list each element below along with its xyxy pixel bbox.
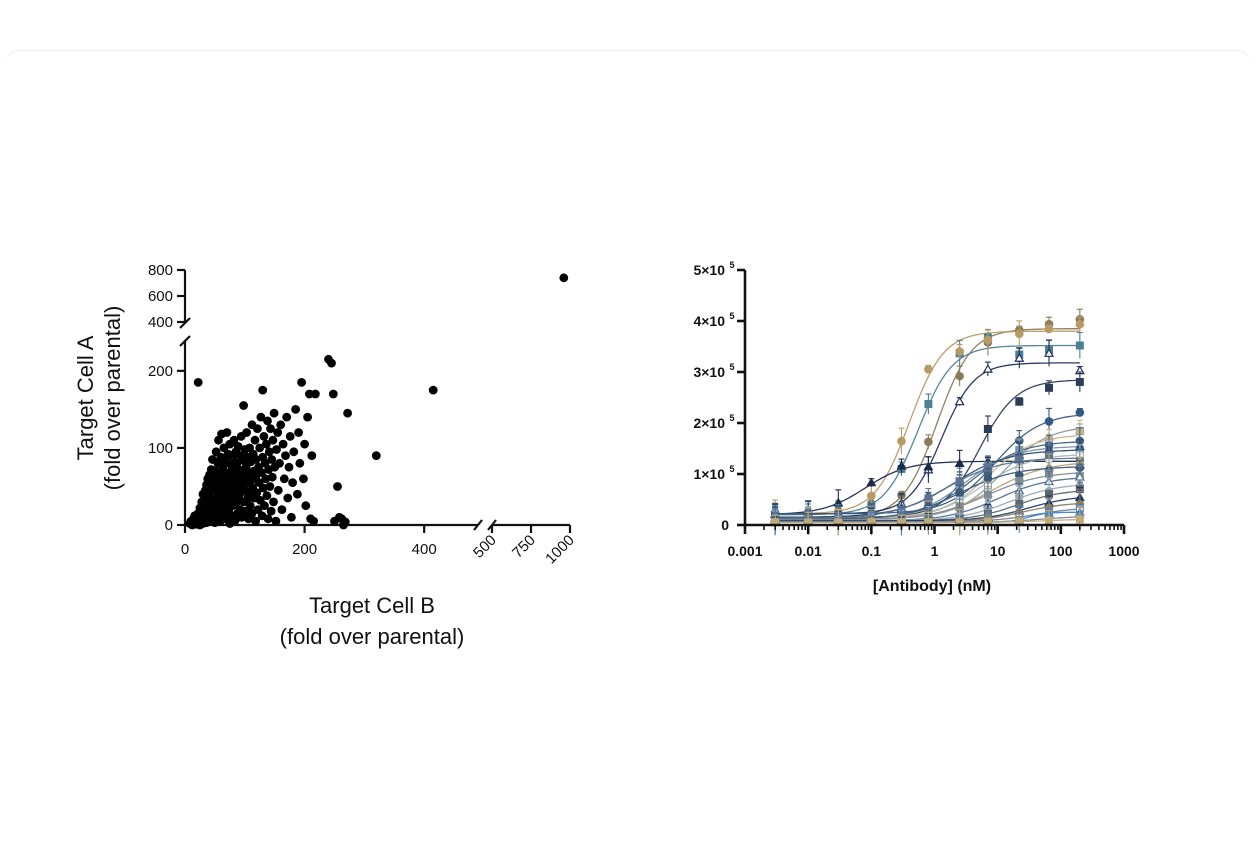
scatter-point [283,493,293,503]
scatter-point [288,478,297,487]
scatter-point [277,505,287,514]
scatter-point [266,506,276,516]
scatter-point [193,378,203,387]
scatter-point [281,451,290,460]
scatter-point [371,451,381,460]
scatter-point [263,416,272,426]
scatter-point [253,424,262,433]
scatter-point [293,489,302,499]
scatter-y-tick-label: 200 [148,363,173,380]
scatter-x-tick-label: 750 [509,532,539,562]
scatter-point [230,516,240,525]
scatter-point [276,420,286,430]
scatter-x-axis-title: Target Cell B (fold over parental) [280,593,465,649]
scatter-point [303,412,312,422]
scatter-x-tick-label: 200 [292,541,317,558]
scatter-point [229,435,239,445]
scatter-xlabel-sub: (fold over parental) [280,624,465,649]
scatter-point [273,485,283,495]
scatter-x-tick-label: 400 [412,541,437,558]
scatter-point [242,428,252,437]
scatter-point [311,389,320,399]
scatter-point [250,435,260,445]
scatter-x-tick-label: 1000 [542,532,578,568]
scatter-point [265,482,275,491]
scatter-point [330,516,339,526]
scatter-point [222,428,232,437]
scatter-point [299,474,308,484]
scatter-point [333,482,342,491]
scatter-point [285,432,295,441]
scatter-point [295,458,305,468]
scatter-point [256,412,266,422]
scatter-point [339,520,348,530]
scatter-point [328,389,338,399]
scatter-point [279,474,289,484]
scatter-point [297,378,306,387]
scatter-point [245,501,255,511]
scatter-point [300,439,309,449]
scatter-point [268,435,278,445]
scatter-point [259,432,269,441]
scatter-point [252,488,262,497]
scatter-point [273,428,283,437]
scatter-point [263,514,273,524]
scatter-y-tick-label: 600 [148,288,173,305]
scatter-point [301,501,311,511]
scatter-chart: 0 100 200 400 600 800 0 200 400 500 750 1000 Target… [73,262,578,649]
scatter-point [233,442,243,451]
scatter-y-tick-label: 800 [148,262,173,279]
scatter-points [185,273,569,530]
scatter-point [260,501,269,511]
scatter-point [251,516,260,526]
scatter-point [267,472,277,482]
scatter-point [269,497,278,507]
scatter-point [258,385,268,395]
scatter-point [275,458,284,468]
scatter-point [269,408,279,418]
scatter-point [239,401,249,410]
scatter-point [282,412,292,422]
scatter-point [343,408,352,418]
scatter-point [291,405,300,414]
scatter-point [272,445,281,454]
scatter-ylabel: Target Cell A [73,335,98,460]
scatter-point [253,505,263,514]
scatter-point [284,462,294,472]
scatter-point [307,451,317,460]
scatter-x-break-mark [473,519,483,531]
scatter-point [327,358,336,368]
scatter-x-tick-label: 500 [470,532,500,562]
scatter-y-tick-label: 0 [165,517,173,534]
scatter-point [262,491,272,501]
scatter-y-break-mark [179,335,191,347]
scatter-y-axis-title: Target Cell A (fold over parental) [73,306,125,491]
scatter-point [309,516,318,526]
scatter-point [264,447,274,457]
scatter-point [261,474,271,484]
scatter-point [255,443,265,453]
scatter-ylabel-sub: (fold over parental) [100,306,125,491]
scatter-point [428,385,438,395]
scatter-x-tick-label: 0 [181,541,189,558]
scatter-point [289,447,299,457]
scatter-y-tick-label: 400 [148,314,173,331]
scatter-point [287,512,296,522]
scatter-y-tick-label: 100 [148,440,173,457]
scatter-point [257,468,266,477]
scatter-point [559,273,569,283]
scatter-xlabel: Target Cell B [309,593,435,618]
scatter-point [278,439,288,449]
scatter-point [261,439,271,449]
scatter-point [271,516,281,526]
scatter-point [294,428,303,437]
scatter-point [267,455,277,464]
scatter-point [266,424,275,433]
scatter-point [258,483,268,493]
